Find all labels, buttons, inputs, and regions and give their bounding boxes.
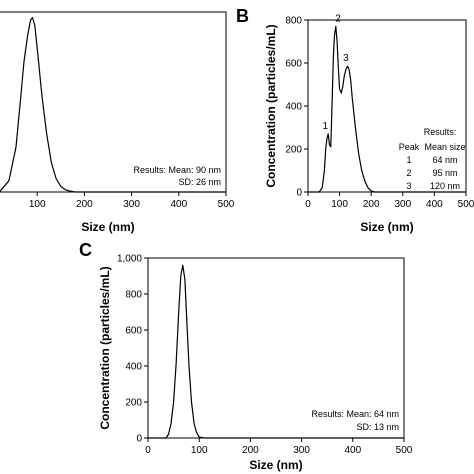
panel-b-results-header-size: Mean size [424, 142, 465, 152]
panel-b-results-header-peak: Peak [399, 142, 420, 152]
panel-b-results-row-1-peak: 1 [406, 155, 411, 165]
panel-a-x-tick-label: 400 [170, 199, 187, 210]
panel-c-x-tick-label: 400 [344, 445, 361, 456]
panel-c-curve-group [148, 264, 404, 439]
panel-a-results-mean: Results: Mean: 90 nm [133, 165, 221, 175]
panel-b-peak-label-1: 1 [322, 121, 328, 132]
panel-b-x-tick-label: 400 [426, 199, 443, 210]
panel-b-peak-label-2: 2 [335, 13, 341, 24]
panel-b-x-tick-label: 0 [305, 199, 311, 210]
panel-a-chart: 100 200 300 400 500 Size (nm) Results: Mean:… [0, 11, 235, 234]
panel-b-x-ticks: 0 100 200 300 400 500 [305, 192, 474, 210]
panel-b-x-axis-title: Size (nm) [360, 220, 413, 234]
panel-b-results-row-2-size: 95 nm [432, 168, 457, 178]
panel-b-curve-group [308, 25, 466, 193]
panel-b-chart: B 0 100 200 300 400 500 0 200 400 600 800 1 2 3 Siz… [236, 6, 474, 234]
panel-c-y-tick-label: 0 [136, 434, 142, 445]
panel-c-y-ticks: 0 200 400 600 800 1,000 [117, 254, 148, 445]
panel-a-x-ticks: 100 200 300 400 500 [29, 192, 235, 210]
panel-a-series-line-1 [0, 17, 226, 193]
panel-c-x-tick-label: 0 [145, 445, 151, 456]
panel-c-y-tick-label: 800 [125, 290, 142, 301]
panel-b-results-row-3-size: 120 nm [430, 181, 460, 191]
panel-c-x-axis-title: Size (nm) [249, 458, 302, 472]
panel-c-y-tick-label: 200 [125, 398, 142, 409]
panel-b-peak-label-3: 3 [343, 53, 349, 64]
panel-c-y-tick-label: 1,000 [117, 254, 142, 265]
panel-c-chart: C 0 100 200 300 400 500 0 200 400 600 800 1,000 Si… [79, 240, 413, 472]
panel-c-y-axis-title: Concentration (particles/mL) [98, 266, 112, 429]
panel-b-results-title: Results: [424, 127, 457, 137]
panel-b-series-line-1 [308, 25, 466, 193]
panel-c-results-mean: Results: Mean: 64 nm [311, 409, 399, 419]
panel-c-y-tick-label: 600 [125, 326, 142, 337]
panel-b-peak-labels: 1 2 3 [322, 13, 349, 132]
panel-b-y-tick-label: 800 [285, 16, 302, 27]
panel-c-y-tick-label: 400 [125, 362, 142, 373]
panel-b-results-row-2-peak: 2 [406, 168, 411, 178]
panel-b-y-ticks: 0 200 400 600 800 [285, 16, 308, 199]
panel-b-y-axis-title: Concentration (particles/mL) [264, 24, 278, 187]
panel-c-x-ticks: 0 100 200 300 400 500 [145, 438, 413, 456]
panel-b-x-tick-label: 500 [458, 199, 474, 210]
panel-b-x-tick-label: 100 [331, 199, 348, 210]
panel-b-y-tick-label: 600 [285, 59, 302, 70]
panel-b-y-tick-label: 400 [285, 102, 302, 113]
panel-a-x-tick-label: 200 [76, 199, 93, 210]
panel-a-curve-group [0, 17, 226, 193]
panel-c-series-line-1 [148, 264, 404, 439]
panel-a-x-axis-title: Size (nm) [81, 220, 134, 234]
panel-c-letter: C [79, 240, 92, 260]
panel-b-y-tick-label: 200 [285, 145, 302, 156]
panel-a-x-tick-label: 100 [29, 199, 46, 210]
panel-c-x-tick-label: 500 [396, 445, 413, 456]
panel-a-results-sd: SD: 26 nm [178, 177, 221, 187]
panel-c-x-tick-label: 100 [191, 445, 208, 456]
panel-b-x-tick-label: 300 [394, 199, 411, 210]
panel-c-results-sd: SD: 13 nm [356, 422, 399, 432]
panel-b-results-row-3-peak: 3 [406, 181, 411, 191]
panel-b-y-tick-label: 0 [296, 188, 302, 199]
panel-a-x-tick-label: 500 [218, 199, 235, 210]
panel-c-x-tick-label: 300 [293, 445, 310, 456]
panel-c-x-tick-label: 200 [242, 445, 259, 456]
panel-b-results-row-1-size: 64 nm [432, 155, 457, 165]
panel-b-letter: B [236, 6, 249, 26]
panel-a-x-tick-label: 300 [123, 199, 140, 210]
panel-b-x-tick-label: 200 [363, 199, 380, 210]
